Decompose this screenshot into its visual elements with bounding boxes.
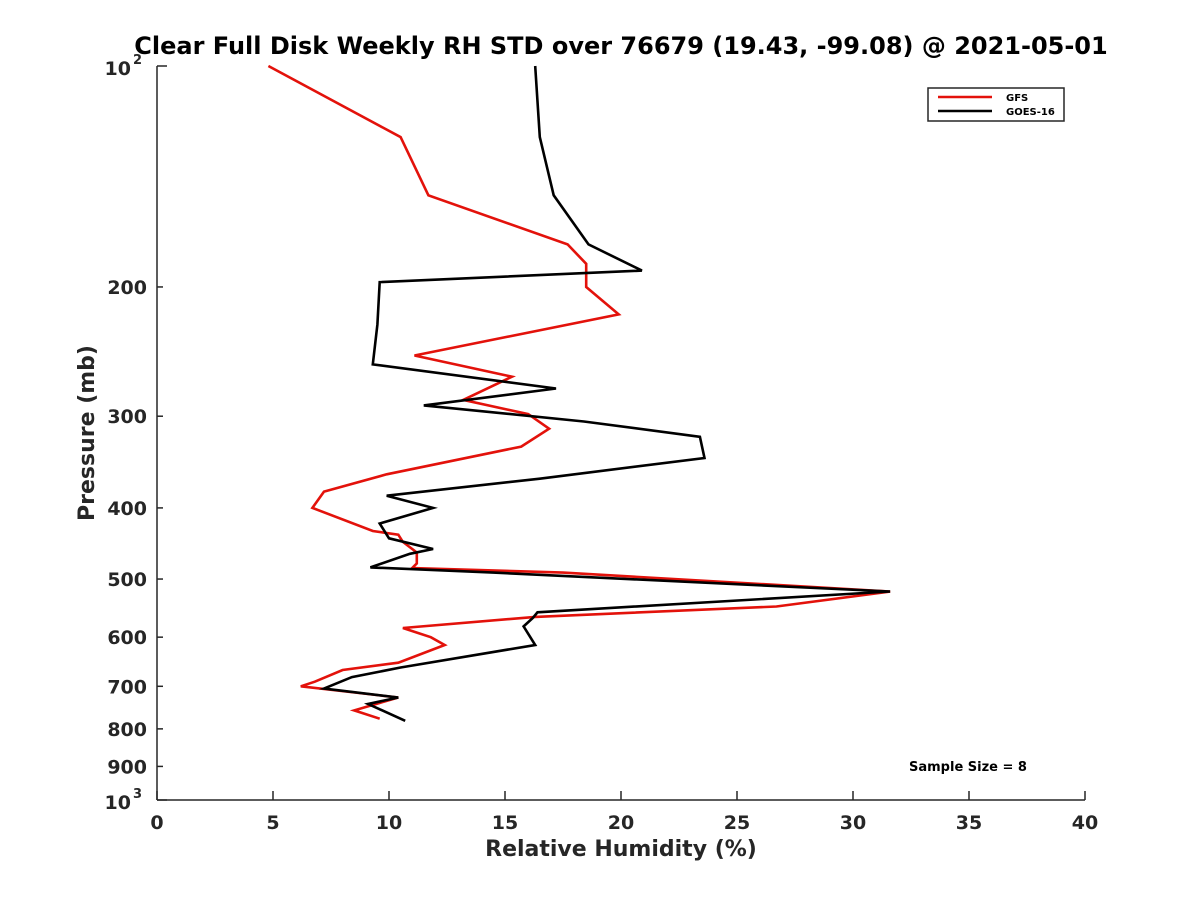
x-tick-label: 20 — [608, 812, 634, 834]
legend-label: GOES-16 — [1006, 107, 1055, 118]
x-tick-label: 15 — [492, 812, 518, 834]
y-tick-exponent: 2 — [133, 53, 142, 68]
x-tick-label: 10 — [376, 812, 402, 834]
y-tick-label: 900 — [107, 756, 147, 778]
x-tick-label: 30 — [840, 812, 866, 834]
x-tick-label: 35 — [956, 812, 982, 834]
legend: GFS GOES-16 — [927, 87, 1065, 122]
y-tick-label: 10 — [105, 792, 131, 814]
plot-area — [267, 64, 891, 722]
y-tick-label: 800 — [107, 719, 147, 741]
y-tick-exponent: 3 — [133, 787, 142, 802]
y-axis-label: Pressure (mb) — [75, 345, 100, 521]
chart-title: Clear Full Disk Weekly RH STD over 76679… — [134, 32, 1107, 60]
x-axis-label: Relative Humidity (%) — [485, 837, 757, 862]
legend-label: GFS — [1006, 93, 1028, 104]
y-tick-label: 500 — [107, 569, 147, 591]
y-tick-label: 700 — [107, 676, 147, 698]
x-tick-label: 40 — [1072, 812, 1098, 834]
x-tick-label: 5 — [266, 812, 279, 834]
x-tick-label: 25 — [724, 812, 750, 834]
sample-size-annotation: Sample Size = 8 — [909, 760, 1027, 775]
y-tick-label: 300 — [107, 406, 147, 428]
y-tick-label: 600 — [107, 627, 147, 649]
y-tick-label: 10 — [105, 58, 131, 80]
legend-box — [927, 87, 1065, 122]
y-tick-label: 400 — [107, 498, 147, 520]
series-line-goes-16 — [318, 65, 891, 722]
y-tick-label: 200 — [107, 277, 147, 299]
x-tick-label: 0 — [150, 812, 163, 834]
series-line-gfs — [267, 64, 891, 720]
